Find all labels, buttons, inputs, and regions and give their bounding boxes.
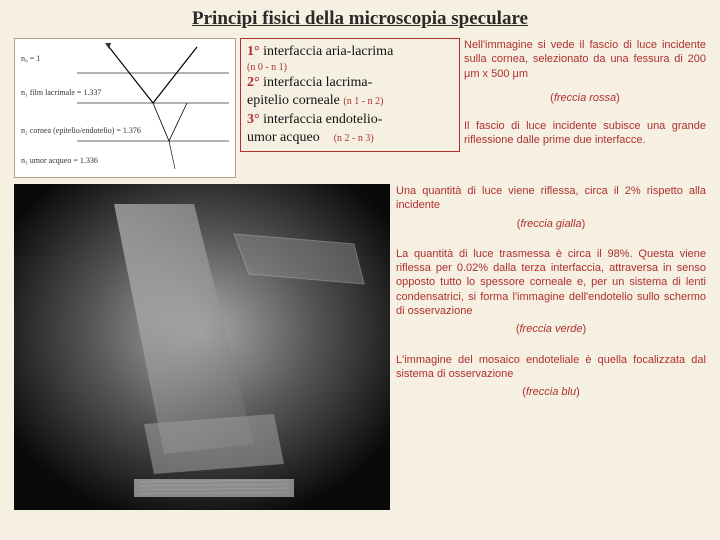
n1-label: n₁ film lacrimale = 1.337 bbox=[21, 88, 101, 97]
para5: L'immagine del mosaico endoteliale è que… bbox=[396, 353, 706, 382]
n3-label: n₃ umor acqueo = 1.336 bbox=[21, 156, 98, 165]
para4: La quantità di luce trasmessa è circa il… bbox=[396, 247, 706, 318]
interface2b: epitelio corneale bbox=[247, 93, 340, 108]
interface3b: umor acqueo bbox=[247, 130, 320, 145]
interface2a: interfaccia lacrima- bbox=[263, 75, 372, 90]
arrow-blu: freccia blu bbox=[526, 386, 576, 398]
para1: Nell'immagine si vede il fascio di luce … bbox=[464, 38, 706, 81]
interface2-sub: (n 1 - n 2) bbox=[343, 96, 383, 107]
interface3-sub: (n 2 - n 3) bbox=[334, 133, 374, 144]
n2-label: n₂ cornea (epitelio/endotelio) = 1.376 bbox=[21, 126, 141, 135]
specular-photo bbox=[14, 184, 390, 510]
arrow-verde: freccia verde bbox=[520, 323, 583, 335]
para3: Una quantità di luce viene riflessa, cir… bbox=[396, 184, 706, 213]
interface1: interfaccia aria-lacrima bbox=[263, 44, 393, 59]
refraction-diagram: n₀ = 1 n₁ film lacrimale = 1.337 n₂ corn… bbox=[14, 38, 236, 178]
n0-label: n₀ = 1 bbox=[21, 54, 40, 63]
para2: Il fascio di luce incidente subisce una … bbox=[464, 119, 706, 148]
interfaces-box: 1° interfaccia aria-lacrima (n 0 - n 1) … bbox=[240, 38, 460, 152]
arrow-rossa: freccia rossa bbox=[554, 92, 616, 104]
slide-title: Principi fisici della microscopia specul… bbox=[14, 8, 706, 30]
interface1-sub: (n 0 - n 1) bbox=[247, 61, 453, 74]
interface3a: interfaccia endotelio- bbox=[263, 112, 382, 127]
arrow-gialla: freccia gialla bbox=[520, 218, 581, 230]
